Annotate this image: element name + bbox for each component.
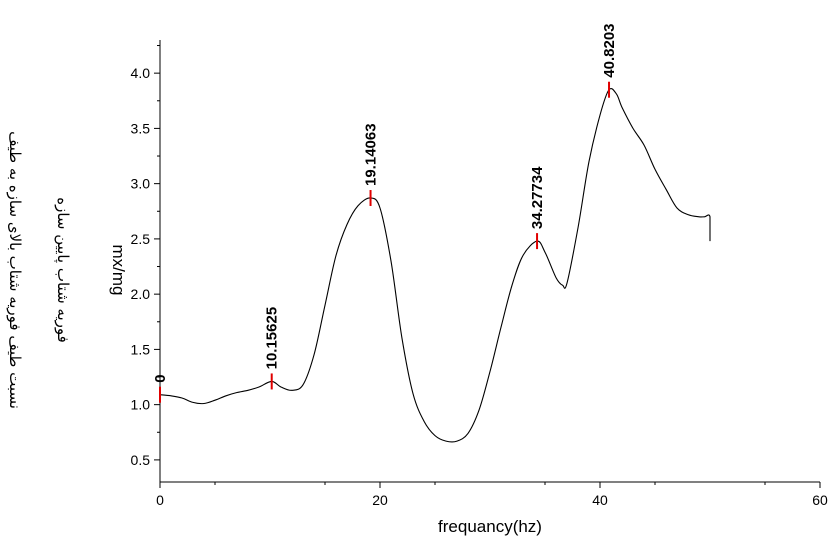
- peak-label: 0: [152, 374, 169, 382]
- x-tick-label: 60: [812, 492, 828, 508]
- axes: [159, 40, 820, 483]
- y-tick-label: 2.0: [131, 286, 151, 302]
- peak-label: 19.14063: [363, 123, 380, 186]
- peak-label: 10.15625: [264, 307, 281, 370]
- y-axis-unit: mx/mg: [109, 245, 128, 296]
- tick-labels: 0 20 40 60 0.5 1.0 1.5 2.0 2.5 3.0 3.5 4.0: [131, 65, 828, 508]
- y-tick-label: 4.0: [131, 65, 151, 81]
- y-axis-title-line-2: فوریه شتاب پایین سازه: [53, 197, 72, 343]
- x-tick-label: 0: [156, 492, 164, 508]
- x-tick-label: 40: [592, 492, 608, 508]
- y-tick-label: 3.0: [131, 176, 151, 192]
- peak-markers: [159, 81, 611, 403]
- ticks: [154, 45, 821, 488]
- peak-label: 40.8203: [601, 23, 618, 77]
- peak-label: 34.27734: [529, 166, 546, 229]
- data-line: [159, 87, 711, 443]
- y-axis-title-line-1: نسبت طیف فوریه شتاب بالای سازه به طیف: [6, 131, 24, 409]
- y-tick-label: 2.5: [131, 231, 151, 247]
- y-tick-label: 0.5: [131, 452, 151, 468]
- x-axis-title: frequancy(hz): [438, 517, 542, 536]
- y-tick-label: 1.0: [131, 397, 151, 413]
- peak-labels: 0 10.15625 19.14063 34.27734 40.8203: [152, 23, 618, 382]
- y-tick-label: 3.5: [131, 120, 151, 136]
- y-tick-label: 1.5: [131, 341, 151, 357]
- x-tick-label: 20: [372, 492, 388, 508]
